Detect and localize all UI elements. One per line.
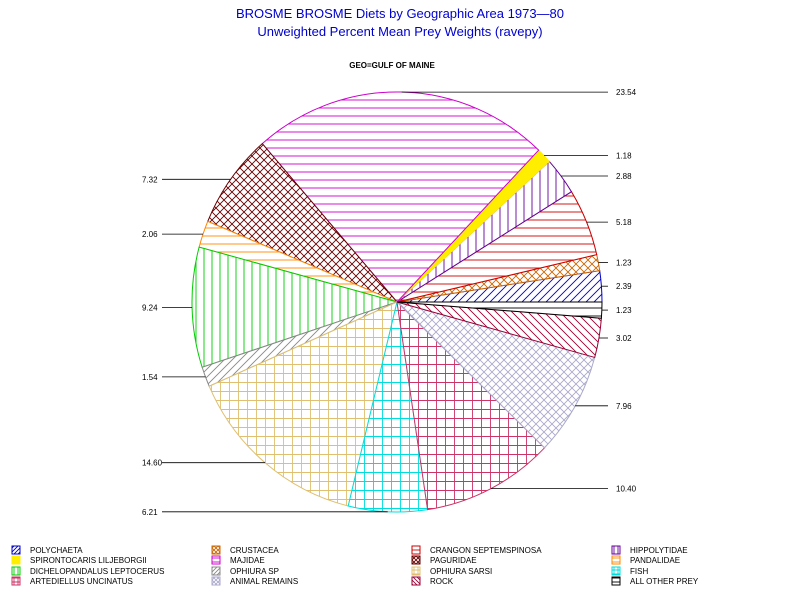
legend-label-hippolytidae: HIPPOLYTIDAE (630, 546, 688, 555)
legend-swatch-ophiura-sarsi (411, 566, 421, 576)
slice-label-paguridae: 7.32 (142, 175, 158, 184)
legend-swatch-majidae (211, 555, 221, 565)
legend-swatch-animal-remains (211, 576, 221, 586)
legend-label-all-other-prey: ALL OTHER PREY (630, 577, 699, 586)
legend-swatch-hippolytidae (611, 545, 621, 555)
chart-subtitle: Unweighted Percent Mean Prey Weights (ra… (257, 24, 542, 39)
slice-label-crustacea: 1.23 (616, 259, 632, 268)
legend-swatch-all-other-prey (611, 576, 621, 586)
legend-swatch-spirontocaris-liljeborgii (11, 555, 21, 565)
slice-animal-remains (395, 300, 596, 449)
legend-swatch-polychaeta (11, 545, 21, 555)
legend-label-fish: FISH (630, 567, 648, 576)
leader-lines: 23.54 1.18 2.88 5.18 1.23 2.39 1.23 3.02 7.96 10.… (142, 88, 637, 517)
legend-label-dichelopandalus-leptocerus: DICHELOPANDALUS LEPTOCERUS (30, 567, 164, 576)
legend-swatch-crustacea (211, 545, 221, 555)
legend-swatch-pandalidae (611, 555, 621, 565)
pie-slices (191, 91, 603, 513)
legend-label-spirontocaris-liljeborgii: SPIRONTOCARIS LILJEBORGII (30, 556, 147, 565)
legend-swatch-crangon-septemspinosa (411, 545, 421, 555)
legend-label-majidae: MAJIDAE (230, 556, 265, 565)
legend-label-polychaeta: POLYCHAETA (30, 546, 83, 555)
slice-label-spirontocaris-liljeborgii: 1.18 (616, 152, 632, 161)
slice-label-hippolytidae: 2.88 (616, 172, 632, 181)
slice-label-artediellus-uncinatus: 10.40 (616, 485, 637, 494)
slice-label-ophiura-sarsi: 14.60 (142, 459, 163, 468)
legend-label-artediellus-uncinatus: ARTEDIELLUS UNCINATUS (30, 577, 133, 586)
slice-label-animal-remains: 7.96 (616, 402, 632, 411)
slice-label-majidae: 23.54 (616, 88, 637, 97)
legend-swatch-paguridae (411, 555, 421, 565)
legend-label-crustacea: CRUSTACEA (230, 546, 279, 555)
legend-swatch-ophiura-sp (211, 566, 221, 576)
slice-label-crangon-septemspinosa: 5.18 (616, 218, 632, 227)
slice-dichelopandalus-leptocerus (191, 246, 399, 368)
legend-swatch-artediellus-uncinatus (11, 576, 21, 586)
legend: POLYCHAETA CRUSTACEA CRANGON SEPTEMSPINOSA… (11, 545, 699, 586)
legend-label-ophiura-sp: OPHIURA SP (230, 567, 279, 576)
slice-label-all-other-prey: 1.23 (616, 306, 632, 315)
legend-label-crangon-septemspinosa: CRANGON SEPTEMSPINOSA (430, 546, 542, 555)
legend-swatch-dichelopandalus-leptocerus (11, 566, 21, 576)
slice-label-pandalidae: 2.06 (142, 230, 158, 239)
slice-label-ophiura-sp: 1.54 (142, 373, 158, 382)
legend-label-rock: ROCK (430, 577, 454, 586)
legend-label-animal-remains: ANIMAL REMAINS (230, 577, 298, 586)
legend-swatch-rock (411, 576, 421, 586)
legend-label-pandalidae: PANDALIDAE (630, 556, 680, 565)
panel-label: GEO=GULF OF MAINE (349, 61, 435, 70)
slice-artediellus-uncinatus (396, 300, 546, 511)
slice-label-dichelopandalus-leptocerus: 9.24 (142, 303, 158, 312)
legend-label-ophiura-sarsi: OPHIURA SARSI (430, 567, 492, 576)
slice-label-fish: 6.21 (142, 508, 158, 517)
legend-label-paguridae: PAGURIDAE (430, 556, 477, 565)
chart-title: BROSME BROSME Diets by Geographic Area 1… (236, 6, 564, 21)
slice-label-polychaeta: 2.39 (616, 282, 632, 291)
legend-swatch-fish (611, 566, 621, 576)
slice-label-rock: 3.02 (616, 334, 632, 343)
